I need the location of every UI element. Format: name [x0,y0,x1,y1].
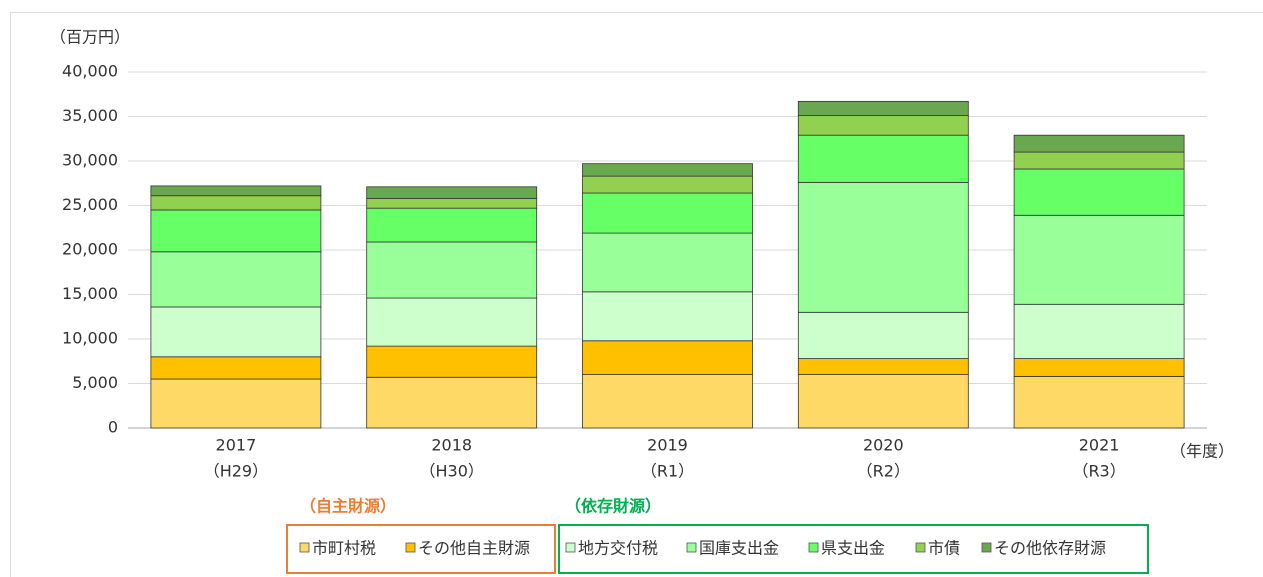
legend-group-title: （依存財源） [565,497,661,516]
legend-marker [981,542,992,553]
y-tick-label: 40,000 [62,62,118,81]
bar-segment [150,251,322,308]
x-axis-label: （年度） [1170,442,1234,461]
legend-marker [686,542,697,553]
bar-segment [582,340,753,375]
bar-segment [582,175,753,194]
bar-segment [582,291,753,342]
y-tick-label: 15,000 [62,284,118,303]
legend-marker [565,542,576,553]
x-tick-label: 2021 [1079,436,1120,455]
x-tick-label: 2018 [431,436,472,455]
bar-segment [366,186,538,199]
bar-segment [150,209,322,253]
legend-marker [405,542,416,553]
bar-segment [150,306,322,358]
y-axis-label: （百万円） [50,28,130,47]
bar-segment [797,374,969,429]
bar-segment [1013,375,1185,429]
x-tick-label: 2017 [216,436,257,455]
legend-group-box [558,524,1149,574]
x-tick-sublabel: （H30） [419,462,483,481]
y-tick-label: 25,000 [62,195,118,214]
legend-group-title: （自主財源） [300,497,396,516]
bar-segment [150,356,322,380]
bar-segment [797,358,969,375]
bar-segment [797,181,969,313]
bar-segment [366,345,538,378]
x-tick-sublabel: （R2） [857,462,910,481]
bar-segment [150,195,322,211]
bar-segment [1013,134,1185,153]
bar-segment [797,134,969,183]
bar-segment [582,192,753,234]
y-tick-label: 35,000 [62,106,118,125]
bar-segment [582,163,753,177]
y-tick-label: 0 [108,418,118,437]
legend-marker [299,542,310,553]
bar-segment [582,232,753,293]
bar-segment [797,311,969,359]
legend-label: 地方交付税 [578,539,658,558]
bar-segment [1013,358,1185,377]
x-tick-sublabel: （R3） [1072,462,1125,481]
bar-segment [1013,151,1185,170]
x-tick-sublabel: （R1） [641,462,694,481]
bar-segment [366,207,538,243]
bar-segment [150,185,322,197]
legend-marker [808,542,819,553]
bar-segment [582,374,753,429]
bar-segment [1013,303,1185,359]
bar-segment [1013,214,1185,305]
x-tick-label: 2020 [863,436,904,455]
legend-label: その他依存財源 [994,539,1106,558]
legend-label: その他自主財源 [418,539,530,558]
legend-group-box [286,524,556,574]
y-tick-label: 30,000 [62,151,118,170]
legend-label: 国庫支出金 [699,539,779,558]
legend-label: 市町村税 [312,539,376,558]
bar-segment [797,100,969,117]
bar-segment [1013,168,1185,216]
bar-segment [797,115,969,136]
bar-segment [366,376,538,429]
x-tick-label: 2019 [647,436,688,455]
bar-segment [150,378,322,429]
legend-label: 県支出金 [821,539,885,558]
bar-segment [366,241,538,299]
legend-label: 市債 [928,539,960,558]
y-tick-label: 20,000 [62,240,118,259]
x-tick-sublabel: （H29） [204,462,268,481]
y-tick-label: 5,000 [72,373,118,392]
legend-marker [915,542,926,553]
bar-segment [366,197,538,209]
bar-segment [366,297,538,347]
y-tick-label: 10,000 [62,329,118,348]
